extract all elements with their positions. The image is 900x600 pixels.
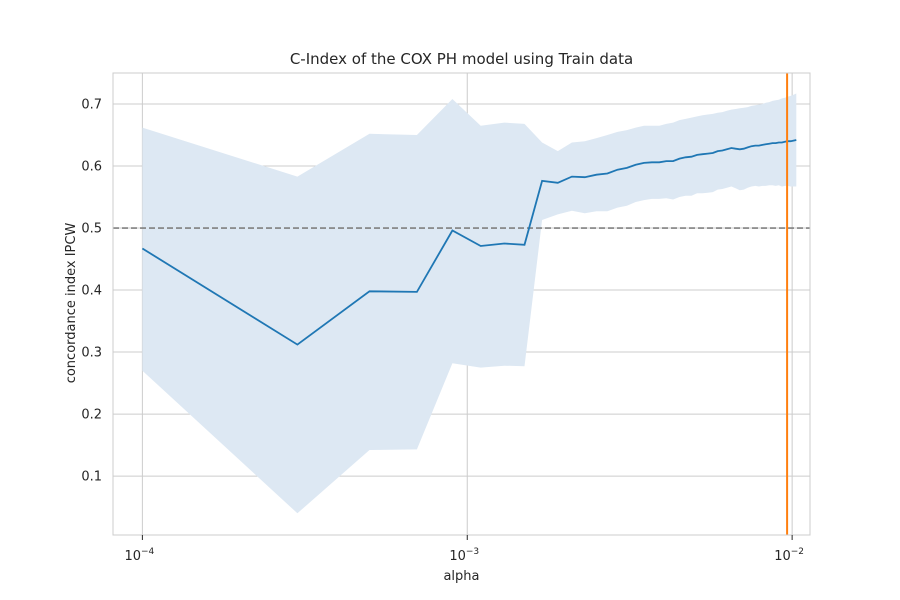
x-tick-label-2: 10−2 bbox=[774, 547, 804, 564]
y-tick-label-6: 0.7 bbox=[81, 98, 102, 113]
y-tick-label-4: 0.5 bbox=[81, 222, 102, 237]
y-tick-label-5: 0.6 bbox=[81, 160, 102, 175]
y-axis-label: concordance index IPCW bbox=[64, 223, 79, 384]
x-axis-label: alpha bbox=[443, 569, 479, 584]
x-tick-label-0: 10−4 bbox=[124, 547, 154, 564]
chart-title: C-Index of the COX PH model using Train … bbox=[290, 50, 633, 68]
x-tick-label-1: 10−3 bbox=[449, 547, 479, 564]
y-axis-ticks: 0.1 0.2 0.3 0.4 0.5 0.6 0.7 bbox=[81, 98, 102, 485]
y-tick-label-2: 0.3 bbox=[81, 346, 102, 361]
confidence-band bbox=[142, 93, 797, 514]
y-tick-label-0: 0.1 bbox=[81, 470, 102, 485]
y-tick-label-1: 0.2 bbox=[81, 408, 102, 423]
series-line bbox=[141, 139, 797, 346]
y-tick-label-3: 0.4 bbox=[81, 284, 102, 299]
plot-frame bbox=[112, 72, 811, 536]
x-axis-ticks: 10−4 10−3 10−2 bbox=[124, 535, 804, 564]
